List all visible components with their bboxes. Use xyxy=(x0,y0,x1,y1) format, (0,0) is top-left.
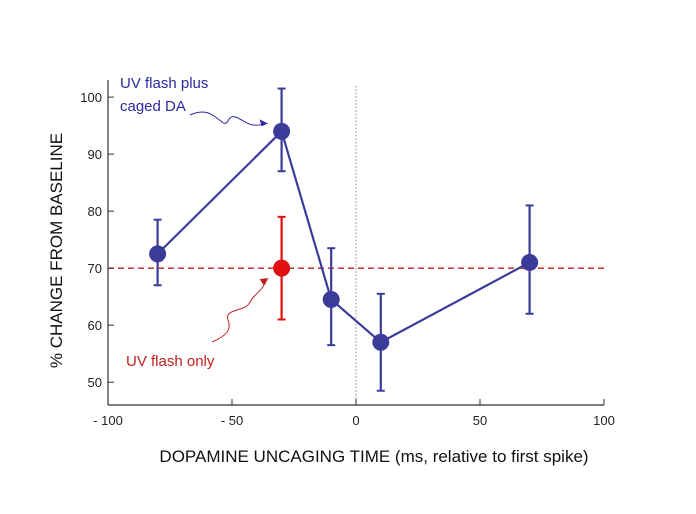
x-axis-title: DOPAMINE UNCAGING TIME (ms, relative to … xyxy=(159,447,588,466)
x-tick-label: 50 xyxy=(473,413,487,428)
annotation-arrow-uv-caged xyxy=(189,111,268,126)
data-point xyxy=(322,291,340,309)
annotation-label-uv-only: UV flash only xyxy=(126,353,215,370)
data-point xyxy=(273,259,291,277)
annotations-group: UV flash plus caged DA UV flash only xyxy=(120,75,269,370)
ticks-group: 50 60 70 80 90 100 - 100 - 50 0 50 100 xyxy=(80,90,615,428)
annotation-arrowhead-uv-caged xyxy=(259,119,268,127)
x-tick-label: 0 xyxy=(352,413,359,428)
annotation-arrow-uv-only xyxy=(211,277,269,343)
data-point xyxy=(521,253,539,271)
data-point xyxy=(372,333,390,351)
series-lines-group xyxy=(156,129,531,344)
series-line xyxy=(156,129,531,344)
x-tick-label: - 50 xyxy=(221,413,243,428)
x-tick-label: 100 xyxy=(593,413,615,428)
y-tick-label: 60 xyxy=(88,318,102,333)
y-tick-label: 90 xyxy=(88,147,102,162)
annotation-label-uv-caged: caged DA xyxy=(120,98,186,115)
y-tick-label: 50 xyxy=(88,375,102,390)
error-bars-group xyxy=(153,87,534,392)
y-tick-label: 70 xyxy=(88,261,102,276)
y-tick-label: 80 xyxy=(88,204,102,219)
y-axis-title: % CHANGE FROM BASELINE xyxy=(47,133,66,368)
x-tick-label: - 100 xyxy=(93,413,123,428)
data-point xyxy=(273,122,291,140)
data-point xyxy=(149,245,167,263)
annotation-label-uv-caged: UV flash plus xyxy=(120,75,208,92)
y-tick-label: 100 xyxy=(80,90,102,105)
annotation-arrowhead-uv-only xyxy=(259,278,268,286)
points-group xyxy=(149,122,539,351)
